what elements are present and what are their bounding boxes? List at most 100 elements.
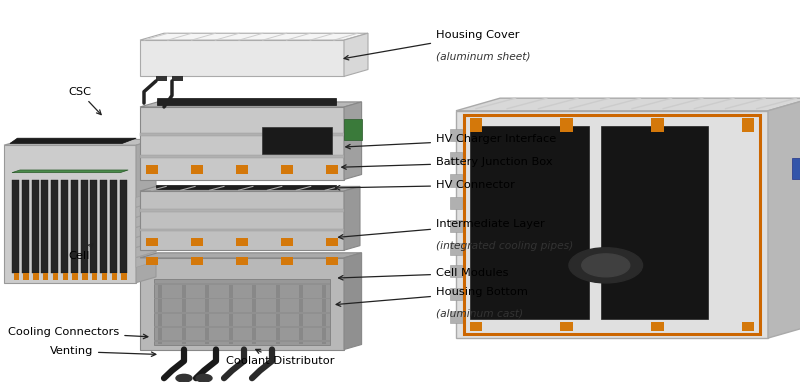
- Bar: [229, 284, 233, 344]
- Bar: [154, 279, 330, 345]
- Polygon shape: [344, 186, 360, 250]
- Bar: [470, 126, 589, 319]
- Bar: [154, 312, 330, 314]
- Text: (aluminum cast): (aluminum cast): [436, 309, 523, 319]
- Text: Cooling Connectors: Cooling Connectors: [8, 327, 148, 339]
- Bar: [140, 191, 344, 250]
- Bar: [182, 284, 186, 344]
- Bar: [22, 180, 29, 273]
- Bar: [34, 273, 38, 280]
- Bar: [262, 126, 332, 154]
- Polygon shape: [10, 138, 136, 144]
- Bar: [282, 238, 293, 246]
- Bar: [146, 238, 158, 246]
- Text: Housing Bottom: Housing Bottom: [336, 287, 528, 306]
- Bar: [122, 273, 126, 280]
- Bar: [602, 126, 707, 319]
- Bar: [450, 311, 462, 323]
- Bar: [191, 238, 202, 246]
- Bar: [102, 273, 107, 280]
- Bar: [43, 273, 48, 280]
- Text: Intermediate Layer: Intermediate Layer: [338, 219, 545, 239]
- Text: Coolant Distributor: Coolant Distributor: [226, 350, 334, 366]
- Polygon shape: [136, 201, 156, 217]
- Bar: [140, 155, 344, 158]
- Text: Battery Junction Box: Battery Junction Box: [342, 157, 553, 169]
- Bar: [112, 273, 117, 280]
- Bar: [12, 180, 19, 273]
- Bar: [156, 76, 167, 81]
- Bar: [326, 238, 338, 246]
- Polygon shape: [140, 33, 368, 40]
- Text: Venting: Venting: [50, 346, 156, 356]
- Bar: [326, 165, 338, 174]
- Bar: [154, 283, 330, 285]
- Bar: [146, 165, 158, 174]
- Bar: [282, 165, 293, 174]
- Text: HV Charger Interface: HV Charger Interface: [346, 134, 556, 149]
- Bar: [140, 229, 344, 231]
- Bar: [326, 257, 338, 265]
- Polygon shape: [4, 139, 156, 145]
- Bar: [154, 298, 330, 299]
- Bar: [157, 98, 336, 105]
- Polygon shape: [140, 186, 360, 191]
- Polygon shape: [344, 253, 362, 350]
- Circle shape: [569, 248, 642, 283]
- Bar: [82, 273, 87, 280]
- Polygon shape: [136, 231, 156, 247]
- Circle shape: [582, 254, 630, 277]
- Bar: [158, 284, 162, 344]
- Bar: [73, 273, 78, 280]
- Bar: [110, 180, 117, 273]
- Bar: [14, 273, 19, 280]
- Bar: [450, 288, 462, 300]
- Bar: [140, 133, 344, 136]
- Bar: [53, 273, 58, 280]
- Bar: [156, 185, 335, 189]
- Bar: [32, 180, 38, 273]
- Polygon shape: [136, 191, 156, 207]
- Bar: [450, 220, 462, 232]
- Bar: [450, 175, 462, 187]
- Bar: [322, 284, 326, 344]
- Bar: [62, 273, 68, 280]
- Bar: [206, 284, 210, 344]
- Bar: [140, 107, 344, 180]
- Bar: [450, 265, 462, 277]
- Polygon shape: [136, 252, 156, 267]
- Bar: [81, 180, 88, 273]
- Bar: [120, 180, 127, 273]
- Bar: [742, 322, 754, 331]
- Polygon shape: [768, 98, 800, 338]
- Bar: [71, 180, 78, 273]
- Bar: [237, 238, 248, 246]
- Polygon shape: [136, 222, 156, 237]
- Bar: [42, 180, 49, 273]
- Bar: [154, 326, 330, 328]
- Bar: [299, 284, 303, 344]
- Bar: [154, 340, 330, 342]
- Bar: [742, 118, 754, 132]
- Bar: [140, 40, 344, 76]
- Bar: [450, 152, 462, 164]
- Bar: [344, 119, 362, 139]
- Bar: [450, 197, 462, 209]
- Bar: [100, 180, 107, 273]
- Polygon shape: [136, 139, 156, 283]
- Polygon shape: [344, 102, 362, 180]
- Bar: [90, 180, 98, 273]
- Text: (integrated cooling pipes): (integrated cooling pipes): [436, 241, 574, 251]
- Bar: [560, 322, 573, 331]
- Bar: [140, 258, 344, 350]
- Bar: [464, 115, 760, 334]
- Bar: [51, 180, 58, 273]
- Bar: [450, 129, 462, 141]
- Text: HV Connector: HV Connector: [335, 180, 515, 190]
- Bar: [560, 118, 573, 132]
- Bar: [172, 76, 183, 81]
- Circle shape: [176, 374, 192, 382]
- Polygon shape: [140, 253, 362, 258]
- Bar: [140, 209, 344, 212]
- Bar: [191, 165, 202, 174]
